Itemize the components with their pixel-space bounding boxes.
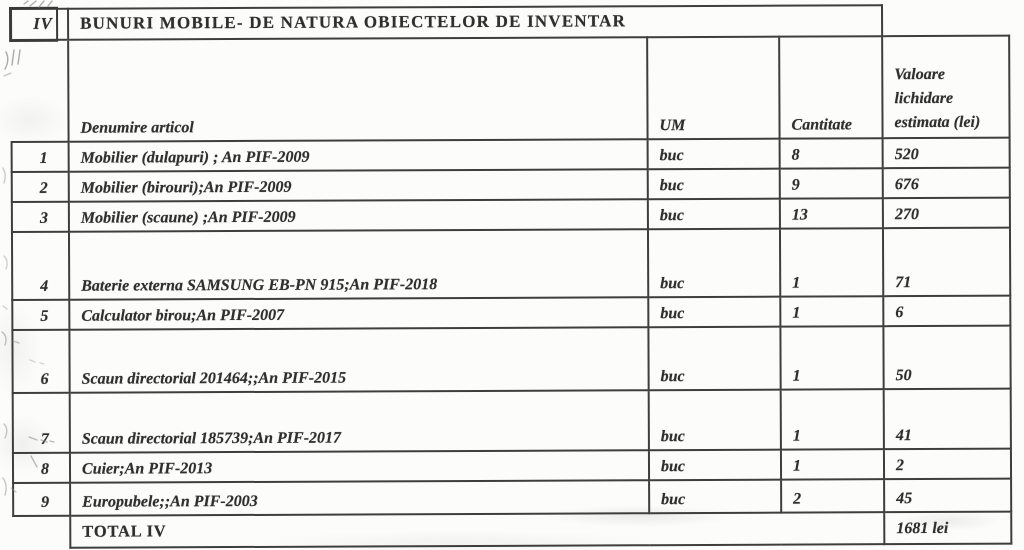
item-name-cell: Scaun directorial 201464;;An PIF-2015 [69, 327, 649, 393]
section-title-row: IV BUNURI MOBILE- DE NATURA OBIECTELOR D… [11, 5, 1009, 40]
um-cell: buc [648, 389, 781, 451]
section-number-cell: IV [11, 8, 69, 40]
um-cell: buc [648, 449, 782, 481]
qty-cell: 1 [779, 228, 884, 297]
value-cell: 71 [883, 227, 1011, 297]
table-row: 9 Europubele;;An PIF-2003 buc 2 45 [13, 478, 1012, 516]
table-row: 7 Scaun directorial 185739;An PIF-2017 b… [12, 388, 1011, 453]
qty-cell: 1 [780, 389, 884, 450]
table-row: 6 Scaun directorial 201464;;An PIF-2015 … [12, 325, 1011, 393]
um-cell: buc [647, 228, 781, 298]
item-name-cell: Mobilier (scaune) ;An PIF-2009 [68, 199, 648, 232]
item-name-cell: Cuier;An PIF-2013 [69, 450, 650, 483]
value-cell: 6 [883, 295, 1011, 327]
qty-cell: 1 [780, 326, 884, 390]
row-number-cell: 4 [11, 231, 70, 300]
table-row: 2 Mobilier (birouri);An PIF-2009 buc 9 6… [11, 167, 1010, 202]
row-number-cell: 8 [12, 452, 71, 483]
row-number-cell: 3 [11, 201, 69, 232]
value-cell: 676 [882, 167, 1010, 199]
qty-cell: 1 [780, 449, 885, 480]
inventory-table: IV BUNURI MOBILE- DE NATURA OBIECTELOR D… [10, 4, 1012, 549]
um-cell: buc [648, 326, 781, 391]
header-um: UM [647, 36, 780, 140]
item-name-cell: Mobilier (dulapuri) ; An PIF-2009 [68, 139, 648, 172]
document-sheet: IV BUNURI MOBILE- DE NATURA OBIECTELOR D… [8, 4, 1012, 548]
header-valoare-lichidare: Valoare lichidare estimata (lei) [882, 35, 1010, 139]
qty-cell: 8 [779, 138, 883, 169]
row-number-cell: 1 [11, 141, 69, 172]
value-cell: 2 [883, 448, 1012, 480]
header-denumire-articol: Denumire articol [68, 37, 648, 142]
table-row: 4 Baterie externa SAMSUNG EB-PN 915;An P… [11, 227, 1011, 300]
item-name-cell: Calculator birou;An PIF-2007 [69, 297, 649, 330]
um-cell: buc [648, 296, 781, 328]
table-row: 5 Calculator birou;An PIF-2007 buc 1 6 [12, 295, 1011, 330]
row-number-cell: 6 [12, 329, 70, 393]
open-corner-cell [882, 5, 1009, 37]
um-cell: buc [647, 138, 780, 170]
item-name-cell: Europubele;;An PIF-2003 [70, 480, 650, 516]
um-cell: buc [647, 168, 780, 200]
table-row: 1 Mobilier (dulapuri) ; An PIF-2009 buc … [11, 137, 1010, 172]
item-name-cell: Baterie externa SAMSUNG EB-PN 915;An PIF… [68, 229, 649, 300]
qty-cell: 13 [779, 198, 884, 229]
row-number-cell: 9 [13, 482, 71, 516]
value-cell: 520 [882, 137, 1010, 169]
value-cell: 41 [883, 388, 1011, 450]
section-title-cell: BUNURI MOBILE- DE NATURA OBIECTELOR DE I… [68, 5, 883, 40]
total-value-cell: 1681 lei [884, 511, 1012, 545]
table-row: 3 Mobilier (scaune) ;An PIF-2009 buc 13 … [11, 197, 1010, 232]
item-name-cell: Mobilier (birouri);An PIF-2009 [68, 169, 648, 202]
row-number-cell: 7 [12, 392, 70, 453]
value-cell: 50 [883, 325, 1011, 390]
empty-header-cell [11, 39, 69, 142]
table-row: 8 Cuier;An PIF-2013 buc 1 2 [12, 448, 1012, 483]
value-cell: 270 [882, 197, 1010, 229]
qty-cell: 1 [780, 296, 884, 327]
header-cantitate: Cantitate [779, 36, 883, 139]
um-cell: buc [649, 479, 782, 514]
qty-cell: 9 [779, 168, 883, 199]
row-number-cell: 5 [12, 299, 70, 330]
value-cell: 45 [884, 478, 1012, 513]
qty-cell: 2 [781, 479, 885, 513]
total-row: TOTAL IV 1681 lei [13, 511, 1012, 548]
total-label-cell: TOTAL IV [70, 512, 885, 548]
empty-cell [13, 516, 70, 548]
column-header-row: Denumire articol UM Cantitate Valoare li… [11, 35, 1010, 142]
item-name-cell: Scaun directorial 185739;An PIF-2017 [69, 390, 649, 453]
um-cell: buc [647, 198, 780, 230]
row-number-cell: 2 [11, 171, 69, 202]
